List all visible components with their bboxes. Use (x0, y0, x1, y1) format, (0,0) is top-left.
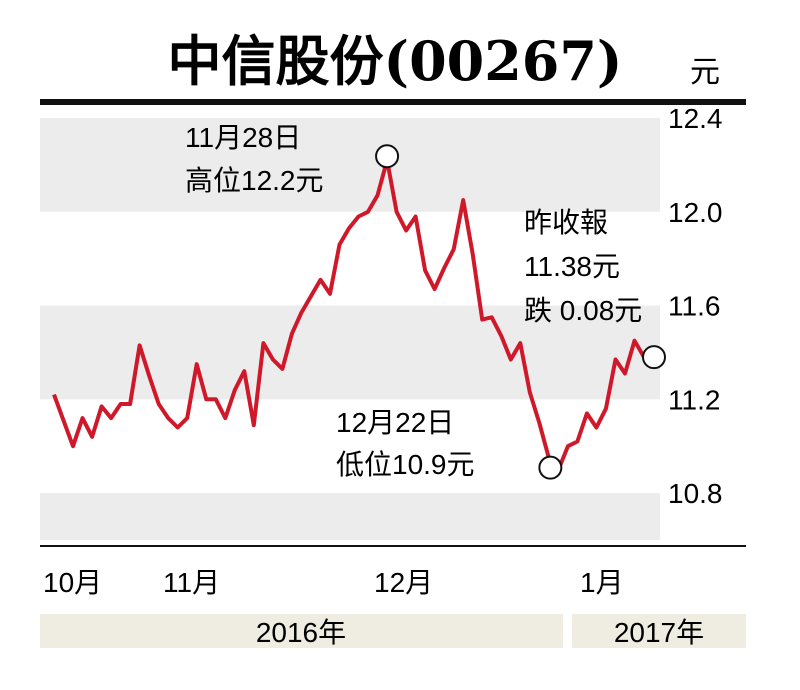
low-annotation-date: 12月22日 (336, 407, 454, 438)
year-band-2017 (572, 614, 746, 648)
background-band (40, 118, 660, 212)
x-month-label: 11月 (163, 567, 220, 598)
y-tick-label: 11.2 (668, 384, 720, 415)
last-close-marker (642, 345, 666, 370)
x-month-label: 10月 (43, 567, 102, 598)
background-band (40, 493, 660, 540)
close-annotation-value: 11.38元 (524, 251, 620, 282)
y-tick-label: 11.6 (668, 291, 720, 322)
x-year-label: 2017年 (614, 617, 704, 648)
chart-title: 中信股份(00267) (168, 29, 623, 93)
unit-label: 元 (690, 56, 720, 89)
high-annotation-date: 11月28日 (185, 122, 301, 153)
x-month-label: 1月 (580, 567, 624, 598)
price-line (52, 158, 646, 472)
bottom-rule (40, 545, 746, 547)
x-year-label: 2016年 (256, 617, 346, 648)
close-annotation-change: 跌 0.08元 (524, 295, 642, 326)
y-tick-label: 12.4 (668, 103, 723, 134)
high-marker (375, 144, 400, 169)
low-marker (538, 455, 563, 480)
y-tick-label: 10.8 (668, 478, 723, 509)
x-month-label: 12月 (374, 567, 433, 598)
high-annotation-value: 高位12.2元 (185, 165, 324, 196)
y-axis-ticks: 12.4 12.0 11.6 11.2 10.8 (668, 103, 723, 509)
y-tick-label: 12.0 (668, 197, 723, 228)
close-annotation-title: 昨收報 (524, 207, 608, 238)
low-annotation-value: 低位10.9元 (336, 449, 475, 480)
top-rule (40, 99, 746, 105)
year-band-2016 (40, 614, 563, 648)
